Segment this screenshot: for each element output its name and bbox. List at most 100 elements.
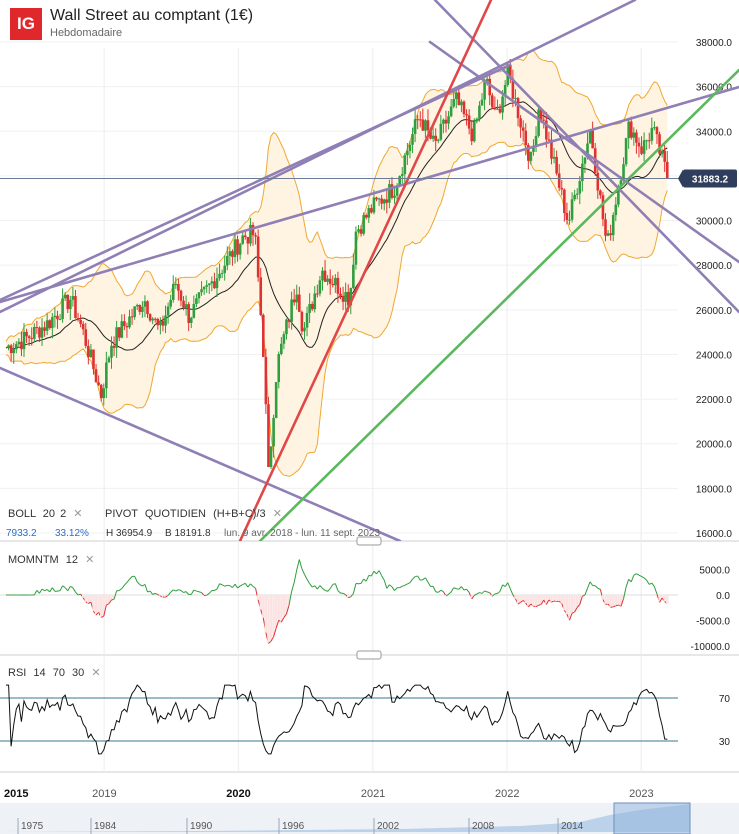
momentum-segment (373, 570, 377, 575)
momentum-segment (219, 583, 223, 586)
boll-indicator-label[interactable]: BOLL 20 2 ✕ (8, 507, 83, 520)
momentum-segment (476, 592, 480, 595)
momentum-segment (62, 585, 66, 589)
momentum-segment (352, 583, 357, 594)
candle-body (97, 382, 100, 385)
momentum-segment (214, 588, 218, 591)
candle-body (316, 293, 319, 295)
candle-body (382, 199, 386, 204)
candle-body (210, 281, 214, 284)
momentum-segment (126, 579, 130, 583)
candle-body (334, 277, 337, 286)
close-icon[interactable]: ✕ (272, 508, 282, 520)
candle-body (282, 334, 286, 344)
high-readout: H 36954.9 (106, 528, 153, 539)
momentum-segment (237, 585, 241, 589)
candle-body (53, 315, 57, 318)
rsi-param-3: 30 (72, 667, 85, 679)
rsi-line (6, 684, 668, 755)
candle-body (529, 151, 533, 161)
navigator-selection (613, 802, 691, 834)
candle-body (575, 193, 579, 195)
trendline-layer (0, 0, 739, 541)
candle-body (189, 317, 193, 323)
candle-body (7, 345, 10, 348)
momentum-segment (520, 599, 524, 603)
candle-body (323, 270, 327, 282)
momentum-segment (435, 591, 439, 593)
candle-body (496, 108, 499, 110)
momentum-segment (409, 578, 413, 583)
candle-body (35, 327, 39, 329)
rsi-indicator-label[interactable]: RSI 14 70 30 ✕ (8, 666, 101, 679)
candle-body (406, 150, 409, 156)
momentum-segment (620, 598, 624, 607)
momentum-segment (216, 583, 221, 590)
momentum-segment (275, 620, 280, 629)
candle-body (606, 233, 610, 236)
candle-body (56, 315, 59, 320)
momentum-segment (378, 570, 383, 576)
momentum-segment (461, 586, 465, 591)
momentum-segment (301, 568, 305, 575)
candle-body (17, 341, 21, 345)
ig-logo: IG (10, 8, 42, 40)
candle-body (498, 108, 502, 113)
candle-body (84, 329, 88, 346)
low-readout: B 18191.8 (165, 528, 211, 539)
momentum-segment (383, 579, 388, 589)
candle-body (599, 190, 602, 196)
candle-body (472, 121, 476, 142)
close-icon[interactable]: ✕ (91, 667, 101, 679)
y-tick-label: 16000.0 (696, 529, 733, 540)
momentum-segment (424, 577, 429, 583)
candle-body (573, 194, 576, 200)
candle-body (447, 116, 450, 124)
candle-body (635, 132, 638, 143)
candle-body (509, 64, 512, 79)
candle-body (655, 127, 659, 135)
momentum-segment (59, 585, 64, 591)
navigator-year-label: 2002 (377, 821, 400, 832)
candle-body (470, 128, 474, 142)
last-price-value: 31883.2 (692, 175, 729, 186)
candle-body (318, 280, 322, 294)
momentum-segment (509, 588, 514, 595)
momentum-segment (41, 588, 45, 592)
candle-body (629, 121, 633, 138)
momentum-segment (95, 611, 99, 616)
momentum-segment (106, 603, 110, 606)
momentum-segment (414, 575, 418, 578)
pivot-indicator-label[interactable]: PIVOT QUOTIDIEN (H+B+C)/3 ✕ (105, 507, 282, 520)
candle-body (426, 120, 430, 131)
boll-param-2: 2 (60, 508, 67, 520)
rsi-param-2: 70 (52, 667, 65, 679)
candle-body (527, 144, 530, 161)
momentum-segment (613, 605, 616, 608)
candle-body (400, 174, 404, 177)
navigator-year-label: 1975 (21, 821, 44, 832)
momentum-segment (625, 579, 630, 588)
momentum-segment (499, 584, 504, 592)
close-icon[interactable]: ✕ (85, 554, 95, 566)
candle-body (277, 354, 281, 383)
momentum-segment (638, 574, 642, 577)
momentum-segment (332, 583, 336, 585)
candle-body (460, 101, 463, 106)
momentum-segment (504, 582, 509, 587)
momentum-segment (118, 588, 123, 591)
momentum-segment (44, 589, 48, 592)
navigator-year-label: 1984 (94, 821, 117, 832)
boll-param-1: 20 (42, 508, 56, 520)
momentum-segment (304, 574, 308, 580)
candle-body (547, 139, 551, 141)
momentum-indicator-label[interactable]: MOMNTM 12 ✕ (8, 553, 94, 566)
candle-body (429, 130, 432, 139)
last-price-tag (683, 169, 737, 188)
momentum-segment (337, 590, 341, 594)
momentum-segment (270, 636, 275, 642)
momentum-segment (113, 590, 118, 600)
candle-body (120, 321, 124, 338)
close-icon[interactable]: ✕ (73, 508, 83, 520)
